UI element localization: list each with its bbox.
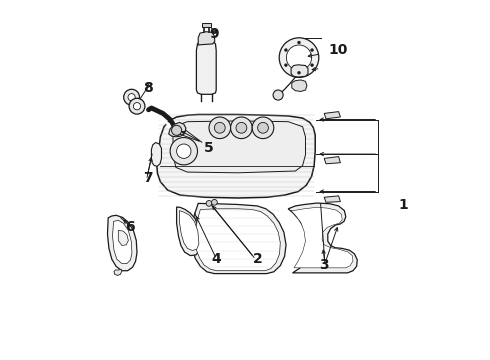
Circle shape <box>206 201 212 206</box>
Text: 5: 5 <box>204 141 214 154</box>
Text: 4: 4 <box>211 252 221 266</box>
Circle shape <box>286 45 312 70</box>
Polygon shape <box>324 112 341 119</box>
Text: 9: 9 <box>210 27 219 41</box>
Text: 1: 1 <box>398 198 408 212</box>
Polygon shape <box>324 196 341 202</box>
Circle shape <box>285 64 287 67</box>
Polygon shape <box>151 143 162 166</box>
Polygon shape <box>176 207 200 256</box>
Circle shape <box>172 125 182 135</box>
Circle shape <box>123 89 140 105</box>
Polygon shape <box>169 122 186 137</box>
Text: 3: 3 <box>319 258 329 271</box>
Circle shape <box>273 90 283 100</box>
Circle shape <box>258 122 269 133</box>
Polygon shape <box>195 209 280 271</box>
Circle shape <box>279 38 319 77</box>
Polygon shape <box>191 203 286 274</box>
Polygon shape <box>288 203 357 273</box>
Circle shape <box>285 49 287 51</box>
Circle shape <box>209 117 231 139</box>
Polygon shape <box>202 23 211 27</box>
Polygon shape <box>113 220 132 264</box>
Polygon shape <box>292 80 307 91</box>
Text: 7: 7 <box>143 171 152 185</box>
Circle shape <box>176 144 191 158</box>
Polygon shape <box>114 269 122 275</box>
Circle shape <box>231 117 252 139</box>
Text: 8: 8 <box>143 81 153 95</box>
Text: 2: 2 <box>253 252 263 266</box>
Polygon shape <box>157 114 315 198</box>
Circle shape <box>215 122 225 133</box>
Polygon shape <box>107 215 137 271</box>
Circle shape <box>311 64 314 67</box>
Polygon shape <box>118 230 128 246</box>
Circle shape <box>212 199 217 205</box>
Circle shape <box>236 122 247 133</box>
Polygon shape <box>324 157 341 164</box>
Circle shape <box>311 49 314 51</box>
Circle shape <box>297 41 300 44</box>
Circle shape <box>297 71 300 74</box>
Polygon shape <box>291 207 353 268</box>
Circle shape <box>252 117 274 139</box>
Circle shape <box>170 138 197 165</box>
Circle shape <box>133 103 141 110</box>
Polygon shape <box>173 121 305 173</box>
Polygon shape <box>291 65 308 77</box>
Polygon shape <box>179 211 199 251</box>
Circle shape <box>128 94 135 101</box>
Polygon shape <box>196 40 216 94</box>
Text: 6: 6 <box>125 220 135 234</box>
Polygon shape <box>198 32 215 45</box>
Text: 10: 10 <box>329 44 348 57</box>
Circle shape <box>129 98 145 114</box>
